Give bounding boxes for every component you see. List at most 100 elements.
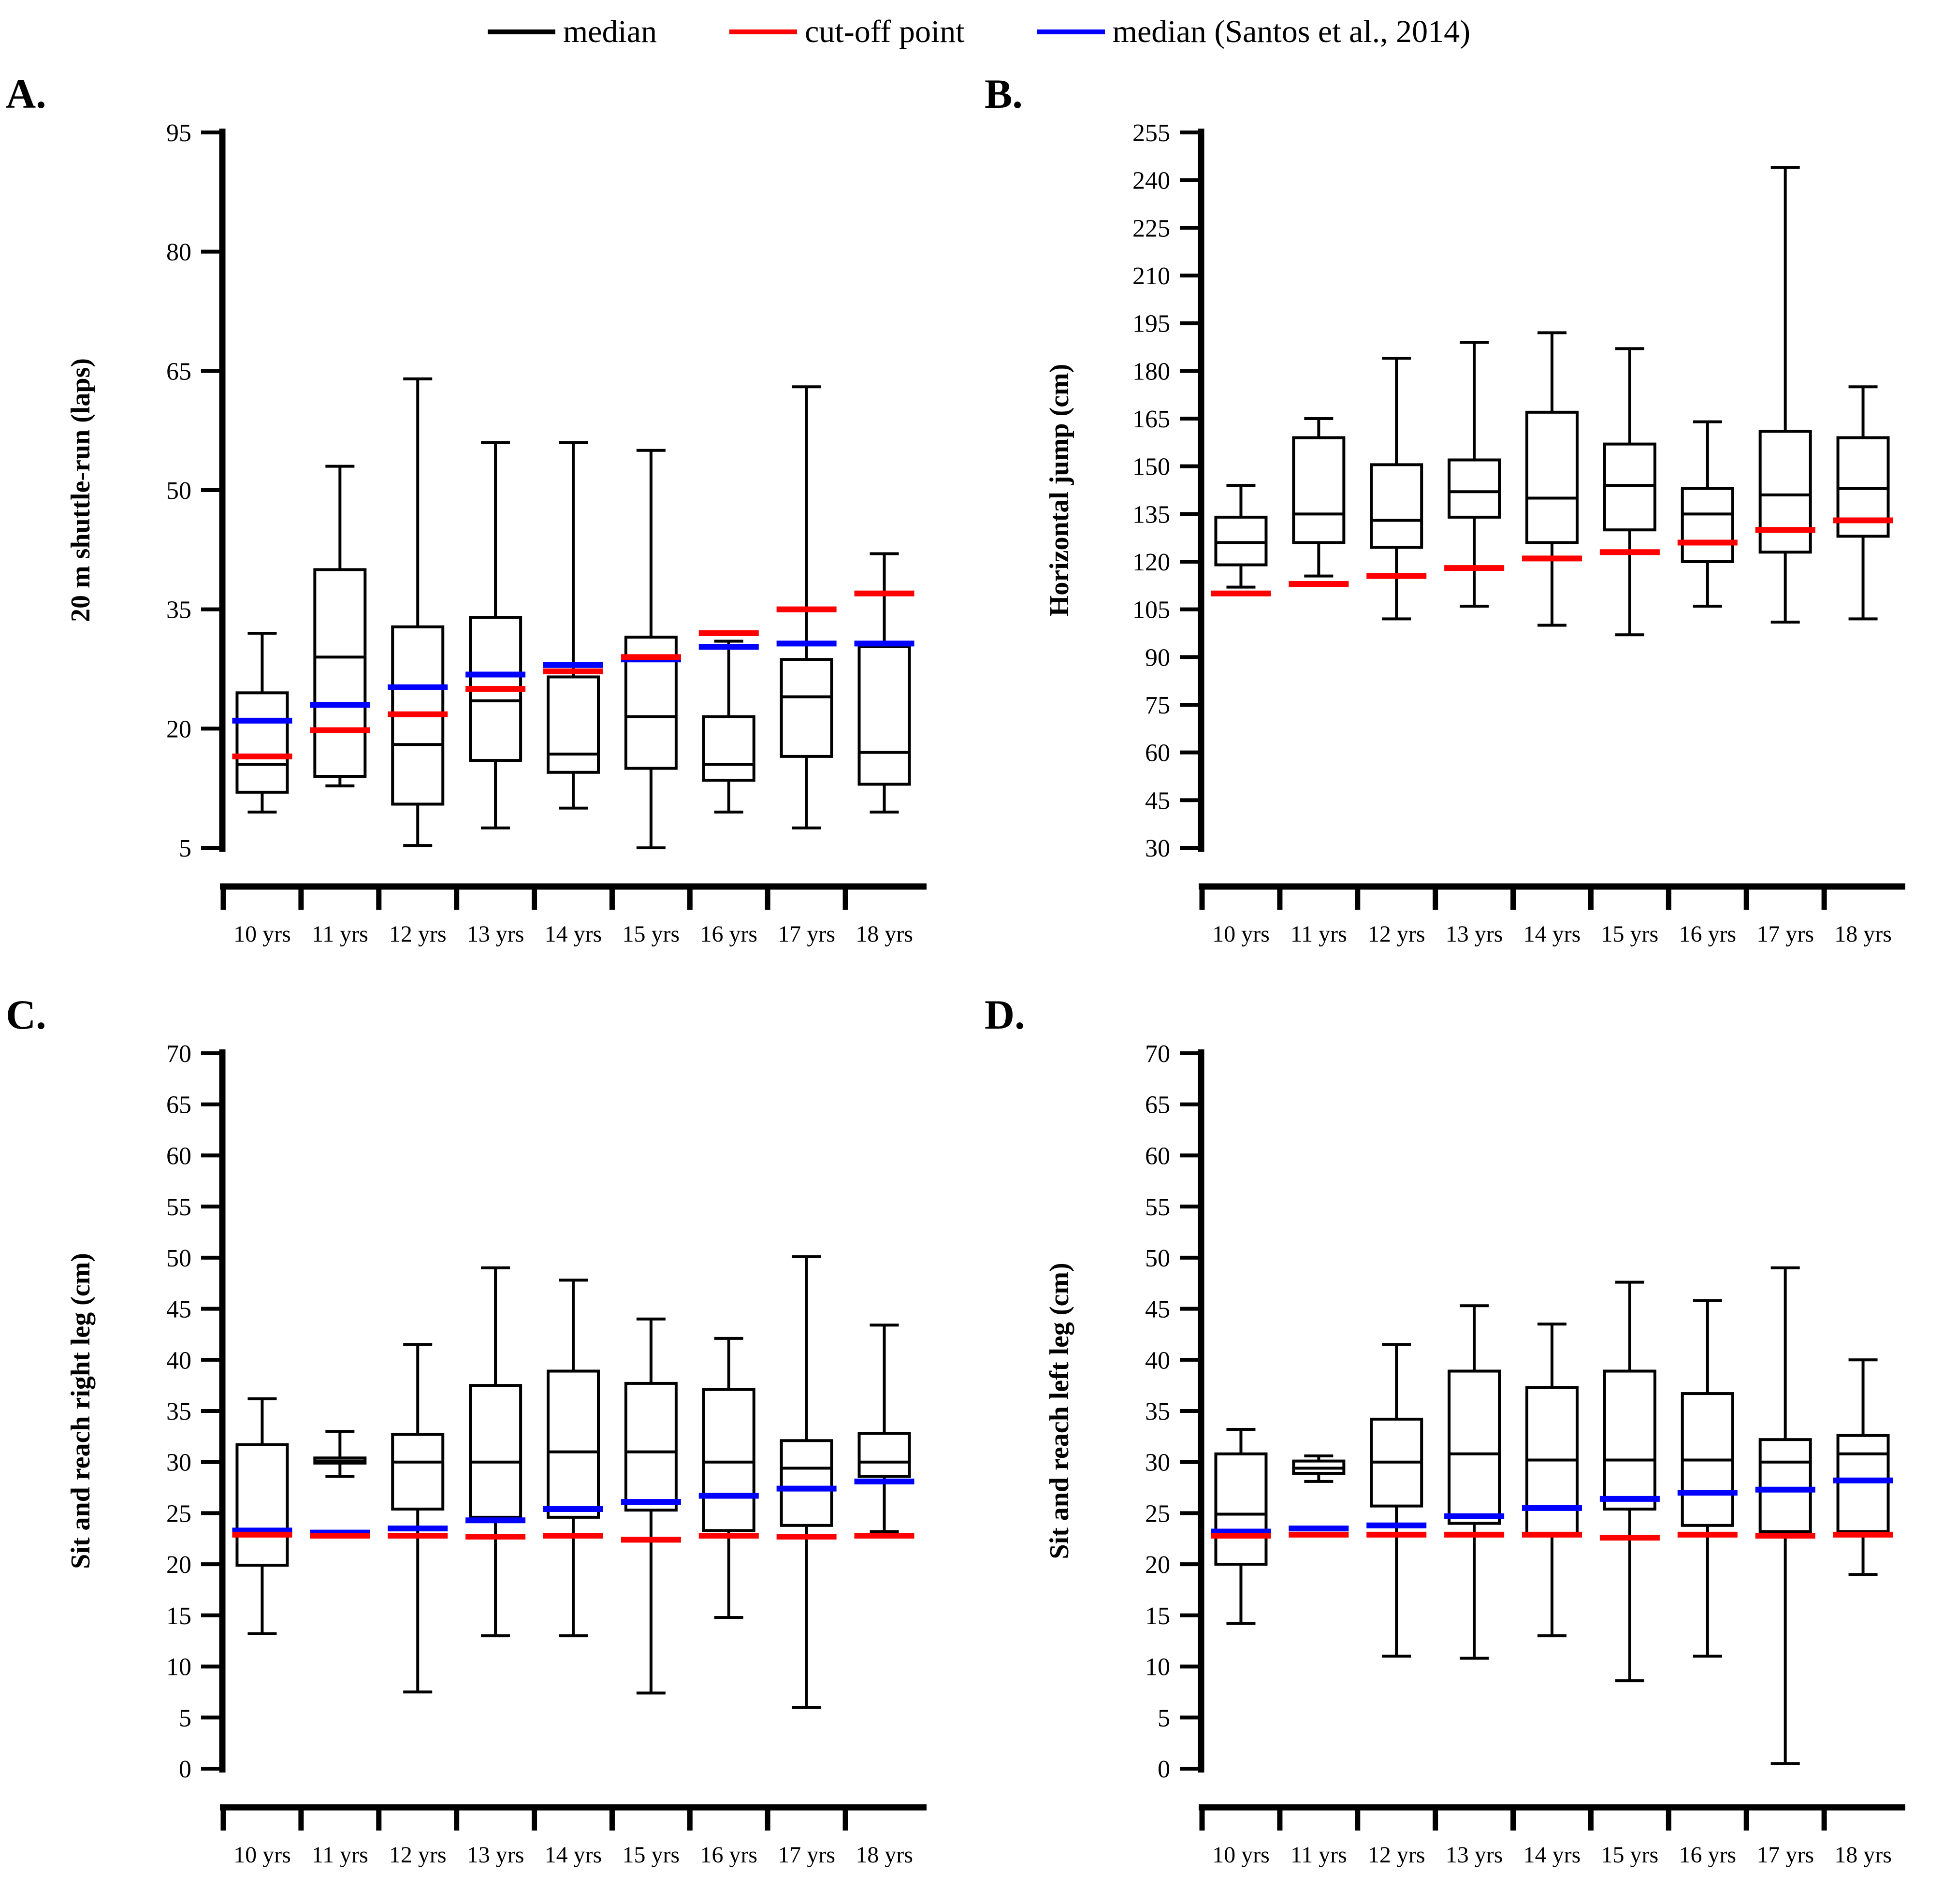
box-group-2 (1366, 357, 1427, 621)
y-tick-label: 5 (179, 835, 191, 862)
iqr-box (1836, 1434, 1890, 1533)
y-tick-label: 65 (166, 1091, 191, 1119)
iqr-box (547, 1369, 600, 1519)
x-category-label: 11 yrs (1291, 921, 1347, 947)
box-group-7 (1755, 1266, 1815, 1765)
y-tick-label: 5 (1158, 1704, 1170, 1732)
x-category-label: 10 yrs (233, 1842, 291, 1868)
iqr-box (857, 645, 911, 786)
iqr-box (1292, 436, 1346, 544)
x-category-label: 13 yrs (1446, 1842, 1503, 1868)
box-group-6 (698, 630, 759, 814)
box-group-8 (854, 552, 914, 814)
x-category-label: 17 yrs (1756, 1842, 1814, 1868)
y-tick-label: 10 (166, 1654, 191, 1681)
box-group-3 (1444, 1304, 1505, 1660)
x-category-label: 18 yrs (1834, 921, 1892, 947)
y-tick-label: 60 (1145, 1142, 1170, 1170)
box-group-8 (1833, 1358, 1893, 1576)
y-tick-label: 0 (179, 1756, 191, 1783)
box-group-5 (621, 1317, 681, 1695)
y-tick-label: 150 (1132, 453, 1170, 481)
box-group-0 (1211, 484, 1271, 596)
box-group-2 (388, 1343, 448, 1694)
iqr-box (235, 1443, 289, 1567)
y-tick-label: 20 (166, 715, 191, 743)
iqr-box (235, 691, 289, 794)
y-tick-label: 45 (1145, 787, 1170, 814)
y-tick-label: 35 (166, 596, 191, 624)
x-category-label: 15 yrs (1601, 1842, 1659, 1868)
x-category-label: 15 yrs (1601, 921, 1659, 947)
y-tick-label: 5 (179, 1704, 191, 1732)
y-tick-label: 30 (166, 1449, 191, 1477)
box-group-1 (310, 1430, 370, 1539)
x-category-label: 12 yrs (389, 1842, 447, 1868)
y-tick-label: 135 (1132, 501, 1170, 528)
x-category-label: 17 yrs (778, 921, 835, 947)
box-group-5 (1599, 1280, 1660, 1683)
panel-a: A. 5 20 35 50 65 80 95 20 m shuttle-run (laps) 1… (0, 61, 979, 982)
y-tick-label: 30 (1145, 835, 1170, 862)
x-category-label: 14 yrs (545, 1842, 602, 1868)
iqr-box (1758, 1438, 1812, 1533)
iqr-box (1214, 515, 1268, 567)
y-tick-label: 60 (1145, 740, 1170, 767)
x-category-label: 12 yrs (1368, 921, 1425, 947)
y-tick-label: 35 (1145, 1398, 1170, 1425)
box-group-0 (232, 1397, 292, 1635)
iqr-box (1448, 458, 1501, 519)
x-category-label: 11 yrs (1291, 1842, 1347, 1868)
iqr-box (1525, 410, 1579, 544)
santos-median-line-swatch (1037, 29, 1105, 34)
y-tick-label: 225 (1132, 215, 1170, 242)
box-group-6 (1677, 1299, 1738, 1658)
box-group-8 (1833, 385, 1893, 621)
panel-a-letter: A. (6, 71, 46, 117)
x-category-label: 10 yrs (233, 921, 291, 947)
x-category-label: 17 yrs (778, 1842, 835, 1868)
y-tick-label: 45 (166, 1296, 191, 1323)
x-category-label: 16 yrs (1679, 1842, 1736, 1868)
median-line-swatch (487, 29, 555, 34)
cutoff-line-swatch (729, 29, 798, 34)
y-tick-label: 10 (1145, 1654, 1170, 1681)
panel-c-letter: C. (6, 991, 46, 1038)
iqr-box (1758, 430, 1812, 554)
box-group-4 (1522, 331, 1582, 627)
panel-d-boxplot-chart: 0 5 10 15 20 25 30 35 40 45 50 55 60 65 70 Sit and reac… (1044, 1040, 1905, 1868)
iqr-box (547, 675, 600, 774)
x-category-label: 17 yrs (1756, 921, 1814, 947)
box-group-1 (1289, 417, 1349, 587)
box-group-3 (465, 441, 526, 829)
panel-a-boxplot-chart: 5 20 35 50 65 80 95 20 m shuttle-run (laps) 10 y… (66, 119, 927, 947)
box-group-8 (854, 1323, 914, 1539)
x-category-label: 11 yrs (312, 921, 368, 947)
legend: median cut-off point median (Santos et a… (0, 0, 1958, 61)
box-group-4 (1522, 1323, 1582, 1638)
box-group-5 (1599, 347, 1660, 637)
x-category-label: 14 yrs (1523, 921, 1581, 947)
panel-b-boxplot-chart: 30 45 60 75 90 105 120 135 150 165 180 195 210 225 240… (1044, 119, 1905, 947)
y-tick-label: 15 (166, 1602, 191, 1630)
y-tick-label: 65 (1145, 1091, 1170, 1119)
x-category-label: 18 yrs (856, 1842, 913, 1868)
x-category-label: 18 yrs (1834, 1842, 1892, 1868)
box-group-7 (1755, 166, 1815, 624)
x-category-label: 16 yrs (700, 1842, 757, 1868)
box-group-4 (543, 1279, 603, 1638)
x-category-label: 14 yrs (1523, 1842, 1581, 1868)
iqr-box (702, 715, 755, 782)
y-tick-label: 45 (1145, 1296, 1170, 1323)
y-tick-label: 55 (1145, 1193, 1170, 1221)
y-tick-label: 120 (1132, 549, 1170, 576)
x-category-label: 16 yrs (1679, 921, 1736, 947)
legend-label-santos-median: median (Santos et al., 2014) (1112, 14, 1471, 49)
y-tick-label: 30 (1145, 1449, 1170, 1477)
box-group-1 (310, 465, 370, 787)
y-axis-title: Sit and reach right leg (cm) (66, 1253, 96, 1569)
iqr-box (624, 1381, 678, 1512)
x-category-label: 13 yrs (1446, 921, 1503, 947)
y-tick-label: 20 (166, 1551, 191, 1579)
